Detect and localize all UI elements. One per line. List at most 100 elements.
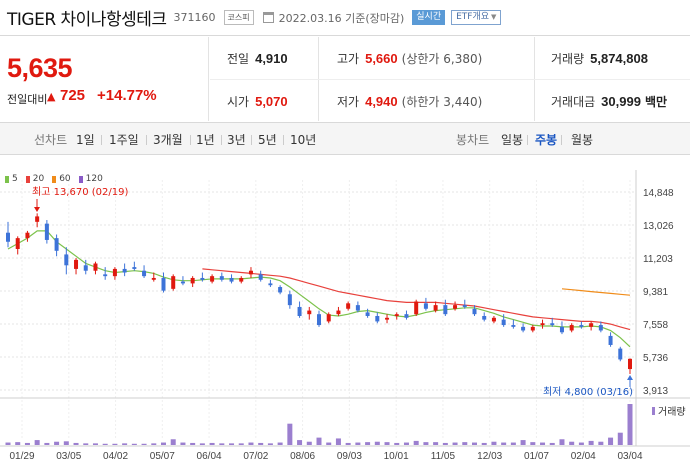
candle-body [482,315,487,320]
tab-3y[interactable]: 3년 [227,133,246,147]
x-tick-label: 01/29 [9,451,34,462]
legend-ma20: 20 [25,174,44,184]
volume-bar [44,442,50,445]
volume-bar [540,442,546,445]
tab-separator [190,135,191,145]
tab-3m[interactable]: 3개월 [153,133,183,147]
volume-bar [199,443,205,445]
volume-bar [92,443,98,445]
candle-body [122,268,127,273]
volume-bar [297,440,303,445]
realtime-button[interactable]: 실시간 [412,10,446,25]
candle-body [54,238,59,251]
volume-bar [277,442,283,445]
price-summary: 5,635 전일대비 ▲ 725 +14.77% [0,37,209,121]
candle-body [93,263,98,271]
volume-bar [287,423,293,445]
stat-prev-close: 전일 4,910 [227,51,288,66]
candle-body [443,305,448,315]
tab-1d[interactable]: 1일 [76,133,95,147]
volume-bar [34,440,40,445]
volume-bar [316,437,322,445]
x-tick-label: 02/04 [571,451,596,462]
volume-bar [258,442,264,445]
volume-bar [219,443,225,445]
candle-body [248,270,253,275]
price-change-pct: +14.77% [97,87,157,104]
candle-body [74,259,79,269]
tab-monthly[interactable]: 월봉 [571,133,594,147]
candle-body [365,312,370,316]
tab-10y[interactable]: 10년 [290,133,317,147]
candle-body [268,283,273,286]
candle-body [433,305,438,311]
candle-body [25,232,30,239]
tab-separator [146,135,147,145]
tab-1y[interactable]: 1년 [196,133,215,147]
volume-legend-swatch [652,407,655,415]
ma-legend: 5 20 60 120 [5,174,103,184]
candle-body [618,348,623,360]
candlestick-chart[interactable]: 14,848 13,026 11,203 9,381 7,558 5,736 3,913 01… [0,170,690,462]
stock-name: TIGER 차이나항셍테크 [7,10,167,30]
volume-label: 거래량 [658,406,686,418]
candle-body [589,323,594,327]
candle-body [346,303,351,309]
volume-bar [180,442,186,445]
volume-bar [481,442,487,445]
candle-body [540,323,545,326]
stat-amount: 거래대금 30,999 백만 [551,94,668,109]
candle-body [258,274,263,280]
y-tick-label: 9,381 [643,287,668,298]
volume-bar [403,442,409,445]
volume-bar [569,441,575,445]
candle-body [15,238,20,250]
price-chart[interactable]: 5 20 60 120 14,848 13,026 11,203 9,381 7,558… [0,170,690,462]
candle-body [501,319,506,326]
candle-body [453,305,458,309]
volume-bar [491,441,497,445]
candle-body [112,268,117,277]
volume-bar [530,442,536,445]
legend-ma60: 60 [52,174,71,184]
reference-date: 2022.03.16 기준(장마감) [278,11,405,25]
volume-bar [627,404,633,445]
x-tick-label: 05/07 [150,451,175,462]
y-tick-label: 13,026 [643,221,674,232]
volume-bar [102,443,108,445]
tab-separator [527,135,528,145]
y-tick-label: 14,848 [643,188,674,199]
etf-overview-label: ETF개요 [456,12,490,22]
candle-body [210,276,215,282]
volume-bar [413,440,419,445]
stat-low: 저가 4,940 (하한가 3,440) [337,94,483,109]
line-chart-header: 선차트 [34,133,68,147]
tab-weekly[interactable]: 주봉 [535,133,558,147]
chevron-down-icon: ▼ [491,13,497,21]
low-annotation: 최저 4,800 (03/16) [543,386,633,398]
x-tick-label: 11/05 [431,451,456,462]
candle-body [375,315,380,322]
tab-1w[interactable]: 1주일 [109,133,139,147]
y-tick-label: 3,913 [643,386,668,397]
x-tick-label: 09/03 [337,451,362,462]
candle-body [569,325,574,331]
candle-body [35,216,40,222]
price-change: 725 [60,87,86,104]
volume-bar [452,442,458,445]
stock-code: 371160 [173,11,216,24]
candle-body [491,317,496,322]
tab-5y[interactable]: 5년 [258,133,277,147]
candle-body [200,277,205,280]
tab-daily[interactable]: 일봉 [501,133,524,147]
candle-body [550,323,555,326]
volume-bar [442,442,448,445]
volume-bar [267,443,273,445]
candle-body [44,223,49,240]
stat-open: 시가 5,070 [227,94,288,109]
ma60-line [561,288,631,296]
etf-overview-dropdown[interactable]: ETF개요 ▼ [451,10,502,25]
volume-bar [306,441,312,445]
high-annotation: 최고 13,670 (02/19) [32,186,128,198]
y-tick-label: 11,203 [643,254,673,265]
